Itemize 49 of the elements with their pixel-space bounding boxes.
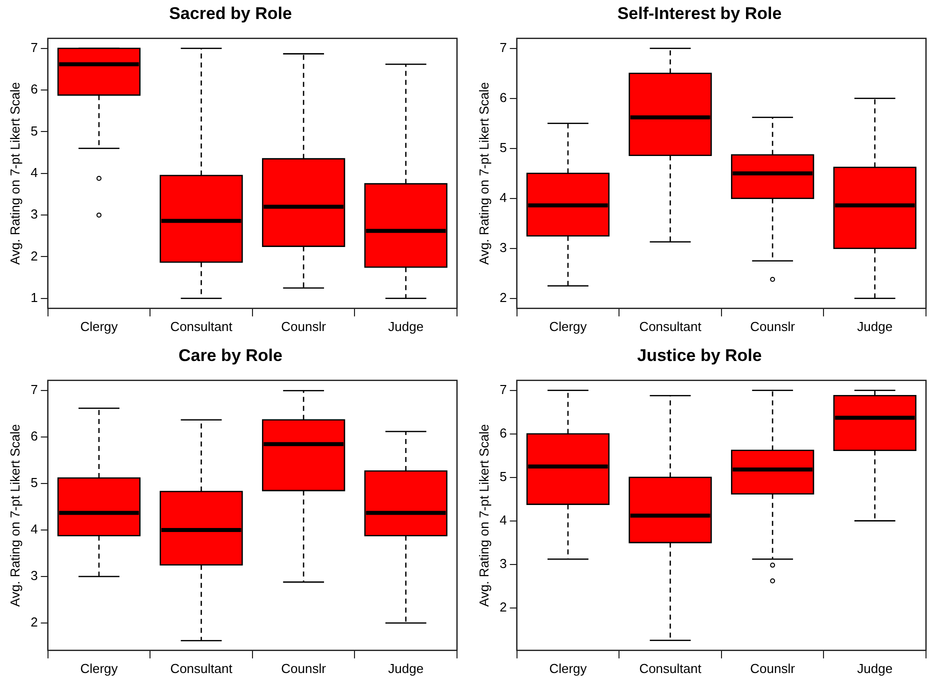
y-axis-title: Avg. Rating on 7-pt Likert Scale — [7, 424, 22, 607]
x-tick-label: Consultant — [639, 660, 702, 676]
y-tick-label: 7 — [500, 382, 507, 397]
y-tick-label: 5 — [500, 140, 507, 155]
y-tick-label: 1 — [30, 290, 38, 305]
y-axis-title: Avg. Rating on 7-pt Likert Scale — [476, 82, 492, 265]
y-tick-label: 5 — [30, 475, 38, 490]
x-tick-label: Clergy — [549, 318, 588, 334]
y-tick-label: 6 — [30, 82, 38, 97]
y-tick-label: 4 — [30, 522, 38, 537]
y-tick-label: 6 — [500, 90, 507, 105]
y-tick-label: 6 — [30, 428, 38, 444]
x-tick-label: Judge — [857, 318, 893, 334]
x-tick-label: Counslr — [281, 318, 327, 334]
y-tick-label: 7 — [30, 40, 38, 55]
y-tick-label: 7 — [500, 40, 507, 55]
x-tick-label: Clergy — [549, 660, 588, 676]
y-tick-label: 2 — [500, 599, 507, 614]
x-tick-label: Consultant — [170, 318, 233, 334]
y-tick-label: 2 — [30, 614, 38, 630]
y-tick-label: 2 — [500, 290, 507, 305]
y-tick-label: 3 — [30, 206, 38, 222]
x-tick-label: Counslr — [281, 660, 327, 676]
y-tick-label: 6 — [500, 425, 507, 440]
x-tick-label: Judge — [388, 318, 424, 334]
y-tick-label: 3 — [30, 568, 38, 584]
y-tick-label: 5 — [500, 468, 507, 484]
x-tick-label: Clergy — [80, 318, 118, 334]
x-tick-label: Judge — [857, 660, 893, 676]
x-tick-label: Judge — [388, 660, 424, 676]
x-tick-label: Counslr — [750, 660, 796, 676]
y-tick-label: 7 — [30, 382, 38, 398]
y-tick-label: 3 — [500, 556, 507, 571]
chart-title: Justice by Role — [637, 346, 762, 365]
x-tick-label: Consultant — [639, 318, 702, 334]
x-tick-label: Counslr — [750, 318, 796, 334]
y-tick-label: 3 — [500, 240, 507, 255]
y-tick-label: 4 — [30, 164, 38, 180]
chart-title: Sacred by Role — [169, 4, 292, 23]
chart-title: Self-Interest by Role — [617, 4, 782, 23]
x-tick-label: Clergy — [80, 660, 118, 676]
y-tick-label: 4 — [500, 512, 507, 528]
y-tick-label: 4 — [500, 190, 507, 205]
y-axis-title: Avg. Rating on 7-pt Likert Scale — [7, 82, 22, 265]
y-axis-title: Avg. Rating on 7-pt Likert Scale — [476, 424, 492, 607]
y-tick-label: 5 — [30, 123, 38, 138]
y-tick-label: 2 — [30, 248, 38, 264]
chart-title: Care by Role — [178, 346, 282, 365]
x-tick-label: Consultant — [170, 660, 233, 676]
